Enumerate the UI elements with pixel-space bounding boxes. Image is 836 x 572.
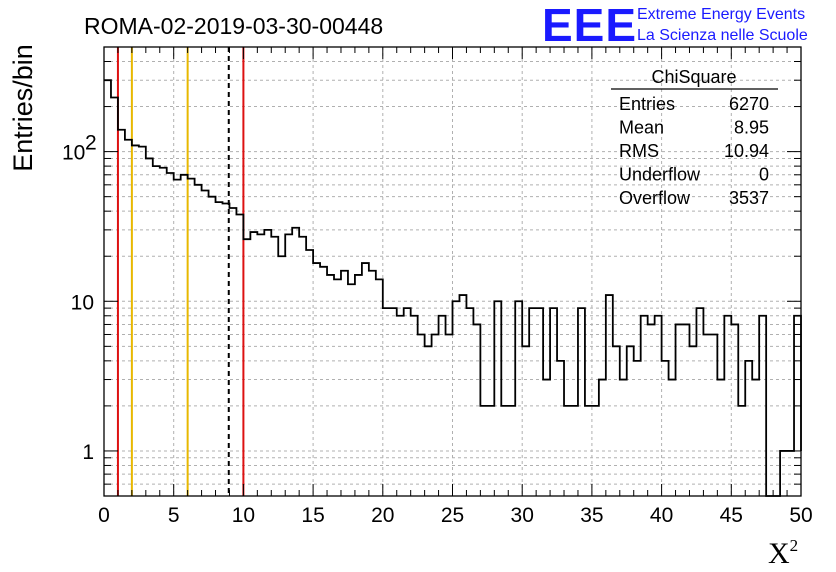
x-axis-label-base: X: [768, 537, 790, 570]
axis-ticks: [103, 46, 802, 497]
x-tick-labels: 0 5 10 15 20 25 30 35 40 45 50: [98, 504, 813, 527]
histogram-series: [104, 79, 802, 497]
grid-lines: [104, 47, 801, 496]
stats-label: Entries: [619, 94, 675, 114]
stats-label: RMS: [619, 141, 659, 161]
stats-rows: Entries 6270 Mean 8.95 RMS 10.94 Underflow 0 Ove…: [619, 94, 769, 208]
reference-lines: [116, 47, 245, 496]
logo-line-2: La Scienza nelle Scuole: [637, 27, 808, 44]
x-tick-label: 10: [232, 504, 255, 527]
x-tick-label: 15: [301, 504, 324, 527]
stats-value: 3537: [729, 188, 769, 208]
stats-value: 8.95: [734, 118, 769, 138]
logo-mark: EEE: [542, 0, 637, 51]
x-tick-label: 50: [789, 504, 812, 527]
x-tick-label: 40: [650, 504, 673, 527]
x-tick-label: 30: [511, 504, 534, 527]
stats-label: Overflow: [619, 188, 691, 208]
y-tick-label: 1: [82, 441, 94, 464]
y-axis-label: Entries/bin: [8, 44, 38, 172]
stats-box: ChiSquare Entries 6270 Mean 8.95 RMS 10.94 Und…: [611, 67, 778, 208]
logo-line-1: Extreme Energy Events: [637, 6, 805, 23]
x-tick-label: 0: [98, 504, 110, 527]
x-axis-label: X2: [768, 536, 798, 570]
x-tick-label: 35: [580, 504, 603, 527]
y-tick-label: 10: [62, 142, 85, 165]
stats-label: Mean: [619, 118, 664, 138]
stats-label: Underflow: [619, 165, 701, 185]
plot-frame: [103, 46, 802, 497]
chart-title: ROMA-02-2019-03-30-00448: [84, 13, 383, 39]
x-tick-label: 25: [441, 504, 464, 527]
x-tick-label: 20: [371, 504, 394, 527]
histogram-line: [104, 79, 802, 497]
y-tick-label: 10: [71, 291, 94, 314]
eee-logo: EEE Extreme Energy Events La Scienza nel…: [542, 0, 808, 51]
x-tick-label: 5: [168, 504, 180, 527]
stats-value: 10.94: [724, 141, 769, 161]
y-tick-label-exponent: 2: [85, 132, 97, 155]
stats-value: 0: [759, 165, 769, 185]
stats-value: 6270: [729, 94, 769, 114]
x-tick-label: 45: [720, 504, 743, 527]
stats-title: ChiSquare: [651, 67, 736, 87]
x-axis-label-superscript: 2: [790, 536, 799, 555]
